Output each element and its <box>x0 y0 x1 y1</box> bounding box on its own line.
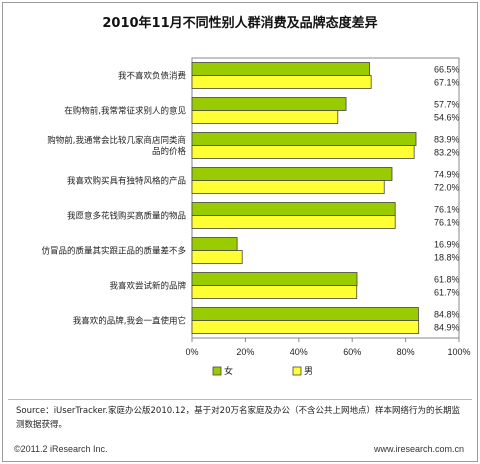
bar <box>191 97 347 111</box>
category-label: 我喜欢购买具有独特风格的产品 <box>67 176 186 187</box>
divider <box>8 399 472 400</box>
legend-swatch <box>212 366 222 376</box>
category-label: 我不喜欢负债消费 <box>118 71 187 82</box>
data-label: 74.9% <box>434 170 460 180</box>
data-label: 83.2% <box>434 148 460 158</box>
copyright: ©2011.2 iResearch Inc. <box>14 444 108 454</box>
category-label: 仿冒品的质量其实跟正品的质量差不多 <box>41 246 186 257</box>
bar <box>191 202 396 216</box>
category-label: 在购物前,我常常征求别人的意见 <box>64 106 186 117</box>
x-tick-label: 0% <box>185 347 198 357</box>
data-label: 84.8% <box>434 310 460 320</box>
bar <box>191 237 238 251</box>
bar <box>191 320 420 334</box>
data-label: 16.9% <box>434 240 460 250</box>
x-tick-label: 80% <box>397 347 415 357</box>
data-label: 67.1% <box>434 78 460 88</box>
data-label: 61.8% <box>434 275 460 285</box>
data-label: 76.1% <box>434 218 460 228</box>
x-tick-label: 20% <box>236 347 254 357</box>
x-tick-label: 100% <box>447 347 470 357</box>
bar <box>191 110 339 124</box>
data-label: 54.6% <box>434 113 460 123</box>
category-label: 我喜欢尝试新的品牌 <box>109 281 186 292</box>
category-label: 我喜欢的品牌,我会一直使用它 <box>73 316 186 327</box>
data-label: 76.1% <box>434 205 460 215</box>
bar <box>191 75 372 89</box>
bar <box>191 250 243 264</box>
bar <box>191 272 358 286</box>
bar <box>191 167 393 181</box>
source-note: Source：iUserTracker.家庭办公版2010.12，基于对20万名… <box>16 406 460 430</box>
bar-chart: 0% 20% 40% 60% 80% 100% 66.5% 67.1% 我不喜欢负债消费 57.7… <box>41 57 471 377</box>
category-label: 购物前,我通常会比较几家商店同类商 <box>47 135 186 146</box>
website: www.iresearch.com.cn <box>373 444 464 454</box>
x-tick-label: 40% <box>290 347 308 357</box>
data-label: 61.7% <box>434 288 460 298</box>
bar <box>191 145 415 159</box>
bar <box>191 62 370 76</box>
data-label: 18.8% <box>434 253 460 263</box>
legend-label: 男 <box>304 366 313 377</box>
category-label: 我愿意多花钱购买高质量的物品 <box>67 211 186 222</box>
bar <box>191 180 385 194</box>
bar <box>191 132 417 146</box>
legend-swatch <box>292 366 302 376</box>
data-label: 84.9% <box>434 323 460 333</box>
bar <box>191 307 419 321</box>
data-label: 83.9% <box>434 135 460 145</box>
bar <box>191 285 358 299</box>
data-label: 66.5% <box>434 65 460 75</box>
data-label: 72.0% <box>434 183 460 193</box>
category-label: 品的价格 <box>152 146 187 157</box>
x-tick-label: 60% <box>343 347 361 357</box>
bar <box>191 215 396 229</box>
chart-title: 2010年11月不同性别人群消费及品牌态度差异 <box>102 16 378 31</box>
legend-label: 女 <box>224 365 233 377</box>
data-label: 57.7% <box>434 100 460 110</box>
